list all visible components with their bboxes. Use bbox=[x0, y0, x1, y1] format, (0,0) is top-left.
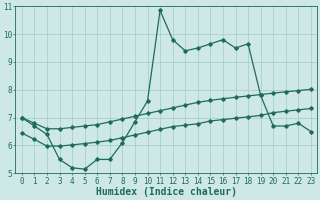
X-axis label: Humidex (Indice chaleur): Humidex (Indice chaleur) bbox=[96, 187, 237, 197]
